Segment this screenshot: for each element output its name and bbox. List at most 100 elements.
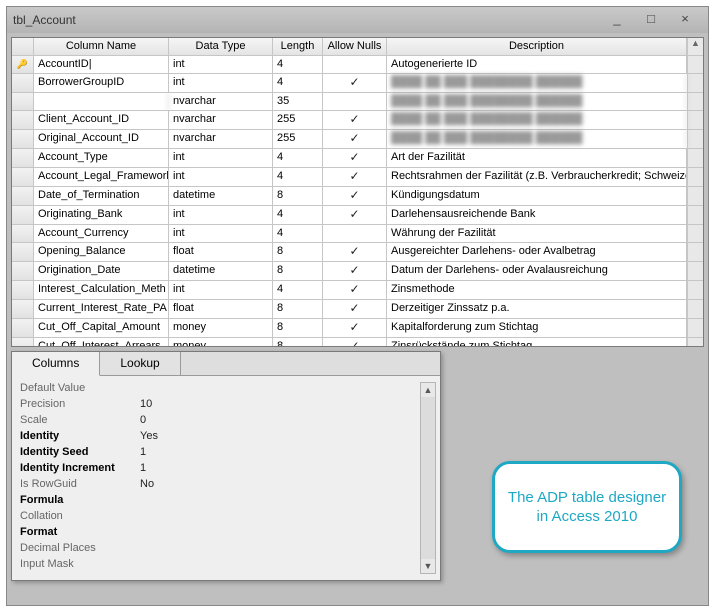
cell-data-type[interactable]: int [169, 74, 273, 92]
property-value[interactable] [140, 558, 420, 574]
grid-vscroll-track[interactable] [687, 206, 703, 224]
cell-description[interactable]: Währung der Fazilität [387, 225, 687, 242]
cell-data-type[interactable]: float [169, 243, 273, 261]
table-row[interactable]: Date_of_Terminationdatetime8Kündigungsda… [12, 187, 703, 206]
property-value[interactable] [140, 382, 420, 398]
header-description[interactable]: Description [387, 38, 687, 55]
cell-description[interactable]: Autogenerierte ID [387, 56, 687, 73]
row-selector[interactable] [12, 300, 34, 318]
row-selector[interactable] [12, 149, 34, 167]
property-row[interactable]: Identity Seed1 [20, 446, 420, 462]
property-value[interactable] [140, 510, 420, 526]
cell-length[interactable]: 8 [273, 262, 323, 280]
cell-length[interactable]: 8 [273, 243, 323, 261]
property-row[interactable]: Decimal Places [20, 542, 420, 558]
property-value[interactable] [140, 494, 420, 510]
cell-column-name[interactable]: Client_Account_ID [34, 111, 169, 129]
cell-allow-nulls[interactable] [323, 262, 387, 280]
row-selector[interactable] [12, 225, 34, 242]
property-value[interactable]: 1 [140, 446, 420, 462]
cell-column-name[interactable] [34, 93, 169, 110]
property-value[interactable]: Yes [140, 430, 420, 446]
property-value[interactable]: 1 [140, 462, 420, 478]
columns-grid[interactable]: Column Name Data Type Length Allow Nulls… [11, 37, 704, 347]
grid-body[interactable]: AccountID|int4Autogenerierte IDBorrowerG… [12, 56, 703, 346]
cell-column-name[interactable]: Account_Type [34, 149, 169, 167]
grid-vscroll-track[interactable] [687, 168, 703, 186]
table-row[interactable]: Opening_Balancefloat8 Ausgereichter Darle… [12, 243, 703, 262]
cell-allow-nulls[interactable] [323, 56, 387, 73]
cell-length[interactable]: 4 [273, 168, 323, 186]
cell-length[interactable]: 8 [273, 300, 323, 318]
grid-vscroll-track[interactable] [687, 281, 703, 299]
cell-description[interactable]: Art der Fazilität [387, 149, 687, 167]
property-row[interactable]: Input Mask [20, 558, 420, 574]
cell-description[interactable]: Kapitalforderung zum Stichtag [387, 319, 687, 337]
table-row[interactable]: Origination_Datedatetime8Datum der Darle… [12, 262, 703, 281]
header-data-type[interactable]: Data Type [169, 38, 273, 55]
property-value[interactable]: No [140, 478, 420, 494]
grid-vscroll-track[interactable] [687, 338, 703, 346]
cell-column-name[interactable]: Originating_Bank [34, 206, 169, 224]
header-column-name[interactable]: Column Name [34, 38, 169, 55]
cell-column-name[interactable]: Current_Interest_Rate_PA [34, 300, 169, 318]
cell-description[interactable]: Datum der Darlehens- oder Avalausreichun… [387, 262, 687, 280]
cell-length[interactable]: 8 [273, 319, 323, 337]
cell-description[interactable]: ████ ██ ███ ████████ ██████ [387, 111, 687, 129]
cell-data-type[interactable]: int [169, 225, 273, 242]
property-row[interactable]: Formula [20, 494, 420, 510]
cell-length[interactable]: 8 [273, 338, 323, 346]
table-row[interactable]: Originating_Bankint4Darlehensausreichend… [12, 206, 703, 225]
cell-allow-nulls[interactable] [323, 74, 387, 92]
grid-vscroll-track[interactable] [687, 74, 703, 92]
table-row[interactable]: BorrowerGroupIDint4████ ██ ███ ████████ … [12, 74, 703, 93]
cell-column-name[interactable]: Interest_Calculation_Meth [34, 281, 169, 299]
grid-vscroll-track[interactable] [687, 243, 703, 261]
cell-allow-nulls[interactable] [323, 225, 387, 242]
cell-allow-nulls[interactable] [323, 111, 387, 129]
properties-list[interactable]: Default ValuePrecision10Scale0IdentityYe… [20, 382, 420, 574]
cell-column-name[interactable]: Account_Currency [34, 225, 169, 242]
row-selector[interactable] [12, 130, 34, 148]
grid-vscroll-track[interactable] [687, 225, 703, 242]
cell-description[interactable]: ████ ██ ███ ████████ ██████ [387, 74, 687, 92]
cell-allow-nulls[interactable] [323, 300, 387, 318]
cell-column-name[interactable]: Original_Account_ID [34, 130, 169, 148]
table-row[interactable]: AccountID|int4Autogenerierte ID [12, 56, 703, 74]
property-value[interactable]: 10 [140, 398, 420, 414]
row-selector[interactable] [12, 338, 34, 346]
grid-vscroll-track[interactable] [687, 187, 703, 205]
row-selector[interactable] [12, 187, 34, 205]
table-row[interactable]: Original_Account_IDnvarchar255████ ██ ██… [12, 130, 703, 149]
grid-vscroll-track[interactable] [687, 319, 703, 337]
scroll-down-icon[interactable]: ▼ [421, 559, 435, 573]
cell-column-name[interactable]: AccountID| [34, 56, 169, 73]
cell-allow-nulls[interactable] [323, 206, 387, 224]
cell-data-type[interactable]: money [169, 338, 273, 346]
cell-allow-nulls[interactable] [323, 281, 387, 299]
grid-vscroll-track[interactable] [687, 93, 703, 110]
cell-column-name[interactable]: Opening_Balance [34, 243, 169, 261]
cell-length[interactable]: 4 [273, 149, 323, 167]
cell-data-type[interactable]: float [169, 300, 273, 318]
cell-data-type[interactable]: int [169, 281, 273, 299]
cell-column-name[interactable]: Cut_Off_Capital_Amount [34, 319, 169, 337]
cell-description[interactable]: Ausgereichter Darlehens- oder Avalbetrag [387, 243, 687, 261]
grid-vscroll-track[interactable] [687, 56, 703, 73]
header-length[interactable]: Length [273, 38, 323, 55]
table-row[interactable]: Account_Typeint4 Art der Fazilität [12, 149, 703, 168]
property-value[interactable]: 0 [140, 414, 420, 430]
table-row[interactable]: Account_Currencyint4Währung der Fazilitä… [12, 225, 703, 243]
cell-description[interactable]: Zinsrückstände zum Stichtag [387, 338, 687, 346]
table-row[interactable]: Client_Account_IDnvarchar255████ ██ ███ … [12, 111, 703, 130]
cell-description[interactable]: Kündigungsdatum [387, 187, 687, 205]
cell-column-name[interactable]: Date_of_Termination [34, 187, 169, 205]
cell-column-name[interactable]: Origination_Date [34, 262, 169, 280]
row-selector[interactable] [12, 56, 34, 73]
close-button[interactable]: × [668, 11, 702, 29]
tab-lookup[interactable]: Lookup [100, 352, 180, 375]
cell-description[interactable]: Rechtsrahmen der Fazilität (z.B. Verbrau… [387, 168, 687, 186]
cell-data-type[interactable]: int [169, 149, 273, 167]
property-row[interactable]: Identity Increment1 [20, 462, 420, 478]
cell-description[interactable]: ████ ██ ███ ████████ ██████ [387, 93, 687, 110]
